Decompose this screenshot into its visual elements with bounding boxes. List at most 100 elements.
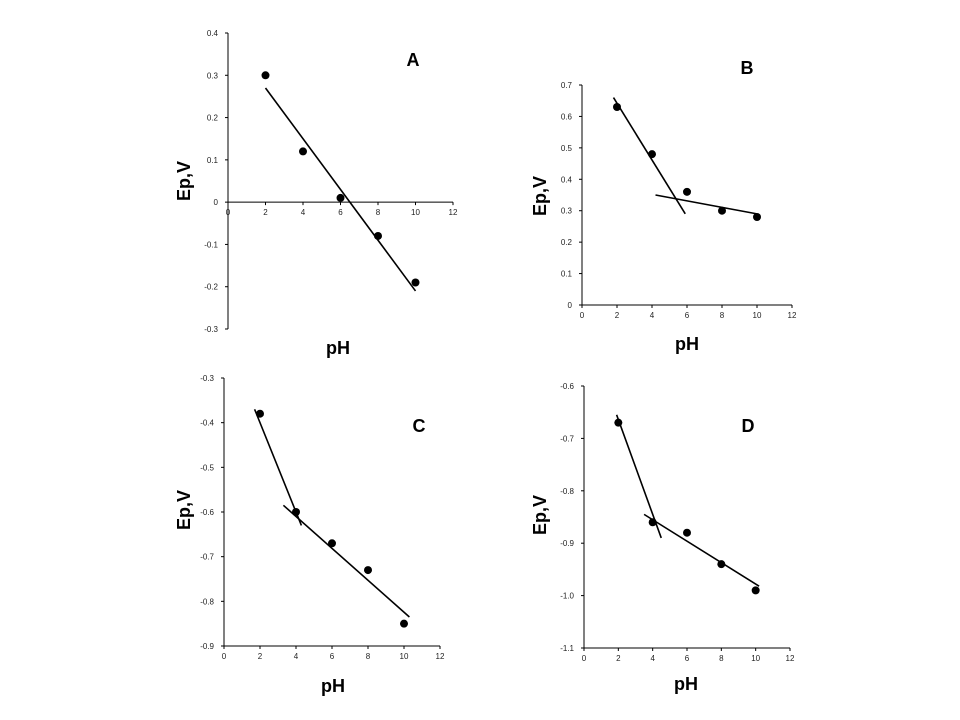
y-tick-label: 0.3 (561, 207, 573, 216)
y-tick-label: -0.9 (200, 642, 214, 651)
y-tick-label: 0.6 (561, 112, 573, 121)
fit-line (253, 408, 303, 526)
y-tick-label: 0.1 (561, 270, 573, 279)
panel-b: 0.7 0.6 0.5 0.4 0.3 0.2 0.1 00 2 4 6 8 10 12 Ep,V pH B (530, 58, 797, 354)
x-tick-label: 0 (582, 654, 587, 663)
y-tick-label: 0.2 (561, 238, 573, 247)
x-tick-label: 4 (301, 208, 306, 217)
data-point (374, 231, 382, 240)
x-tick-label: 12 (786, 654, 795, 663)
x-tick-label: 8 (376, 208, 381, 217)
data-point (411, 278, 420, 287)
x-tick-label: 2 (263, 208, 268, 217)
x-tick-label: 12 (436, 652, 445, 661)
x-tick-label: 12 (449, 208, 458, 217)
data-point (336, 193, 345, 202)
x-tick-label: 8 (720, 311, 725, 320)
data-point (683, 187, 691, 196)
data-point (648, 518, 657, 527)
x-tick-label: 0 (580, 311, 585, 320)
y-axis-title: Ep,V (530, 495, 550, 535)
panel-c: -0.3 -0.4 -0.5 -0.6 -0.7 -0.8 -0.9 0 2 4 6 8 10 12 Ep,… (174, 374, 445, 696)
data-point (613, 103, 621, 111)
y-tick-label: 0.4 (207, 29, 219, 38)
x-axis-title: pH (674, 674, 698, 694)
data-point (717, 560, 726, 569)
data-point (292, 508, 300, 516)
y-tick-label: -0.8 (200, 597, 214, 606)
panel-d: -0.6 -0.7 -0.8 -0.9 -1.0 -1.1 0 2 4 6 8 10 12 Ep,V pH D (530, 382, 795, 694)
x-axis-title: pH (326, 338, 350, 358)
y-tick-label: 0 (214, 198, 219, 207)
y-axis-title: Ep,V (174, 161, 194, 201)
y-tick-label: 0.3 (207, 71, 219, 80)
y-tick-label: -1.1 (560, 644, 574, 653)
x-tick-label: 10 (400, 652, 409, 661)
y-tick-label: -0.2 (204, 283, 218, 292)
x-tick-label: 8 (366, 652, 371, 661)
x-tick-label: 6 (685, 311, 690, 320)
data-point (299, 147, 307, 156)
x-axis-title: pH (675, 334, 699, 354)
fit-line (615, 414, 663, 539)
y-tick-label: -0.1 (204, 240, 218, 249)
fit-line (655, 194, 758, 215)
x-tick-label: 6 (338, 208, 343, 217)
x-tick-label: 10 (751, 654, 760, 663)
x-tick-label: 0 (222, 652, 227, 661)
fit-line (643, 513, 760, 587)
fit-line (264, 87, 417, 292)
panel-a: 0.4 0.3 0.2 0.1 0 -0.1 -0.2 -0.3 0 2 4 6 8 10 12 Ep,V pH… (174, 29, 458, 358)
x-tick-label: 0 (226, 208, 231, 217)
data-point (718, 206, 726, 215)
data-point (751, 586, 760, 595)
x-tick-label: 2 (615, 311, 620, 320)
data-point (400, 619, 408, 628)
panel-label: C (413, 416, 426, 436)
x-tick-label: 4 (650, 311, 655, 320)
y-axis-title: Ep,V (530, 176, 550, 216)
data-point (614, 418, 623, 427)
x-tick-label: 2 (616, 654, 621, 663)
y-tick-label: 0.7 (561, 81, 573, 90)
x-tick-label: 12 (788, 311, 797, 320)
y-tick-label: -0.7 (560, 434, 574, 443)
x-tick-label: 10 (753, 311, 762, 320)
data-point (753, 213, 761, 221)
y-tick-label: -0.8 (560, 487, 574, 496)
data-point (261, 71, 270, 80)
data-point (256, 409, 264, 418)
y-tick-label: -0.3 (204, 325, 218, 334)
x-tick-label: 6 (685, 654, 690, 663)
x-axis-title: pH (321, 676, 345, 696)
x-tick-label: 2 (258, 652, 263, 661)
panel-label: D (742, 416, 755, 436)
y-tick-label: 0.2 (207, 114, 219, 123)
data-point (648, 150, 656, 159)
y-tick-label: 0.4 (561, 175, 573, 184)
y-tick-label: -0.4 (200, 419, 214, 428)
y-tick-label: -0.7 (200, 553, 214, 562)
y-tick-label: 0 (568, 301, 573, 310)
x-tick-label: 6 (330, 652, 335, 661)
y-tick-label: -1.0 (560, 592, 574, 601)
x-tick-label: 4 (294, 652, 299, 661)
y-axis-title: Ep,V (174, 490, 194, 530)
y-tick-label: -0.3 (200, 374, 214, 383)
x-tick-label: 8 (719, 654, 724, 663)
fit-line (282, 504, 410, 618)
y-tick-label: -0.9 (560, 539, 574, 548)
data-point (683, 528, 691, 537)
panel-label: A (407, 50, 420, 70)
panel-label: B (741, 58, 754, 78)
y-tick-label: -0.6 (200, 508, 214, 517)
x-tick-label: 4 (650, 654, 655, 663)
data-point (364, 566, 372, 575)
x-tick-label: 10 (411, 208, 420, 217)
data-point (328, 539, 336, 548)
y-tick-label: 0.1 (207, 156, 219, 165)
y-tick-label: 0.5 (561, 144, 573, 153)
y-tick-label: -0.6 (560, 382, 574, 391)
y-tick-label: -0.5 (200, 463, 214, 472)
